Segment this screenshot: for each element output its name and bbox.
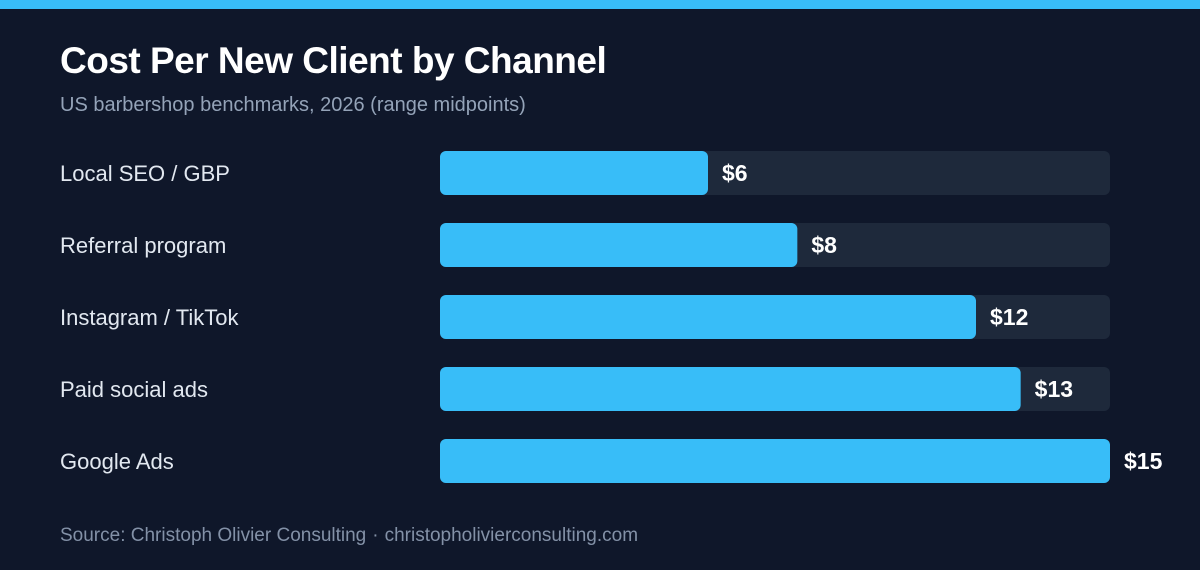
- data-label: $6: [722, 160, 748, 186]
- category-label: Instagram / TikTok: [60, 305, 240, 330]
- data-label: $13: [1035, 376, 1073, 402]
- bar: [440, 151, 708, 195]
- source-name: Source: Christoph Olivier Consulting: [60, 525, 367, 546]
- chart-title: Cost Per New Client by Channel: [60, 40, 607, 81]
- category-label: Paid social ads: [60, 377, 208, 402]
- category-label: Google Ads: [60, 449, 174, 474]
- top-accent-bar: [0, 0, 1200, 9]
- source-url[interactable]: christopholivierconsulting.com: [384, 525, 639, 546]
- data-label: $15: [1124, 448, 1163, 474]
- chart-subtitle: US barbershop benchmarks, 2026 (range mi…: [60, 94, 526, 116]
- data-label: $12: [990, 304, 1028, 330]
- bar: [440, 295, 976, 339]
- bar: [440, 439, 1110, 483]
- category-label: Local SEO / GBP: [60, 161, 230, 186]
- source-separator: ·: [372, 525, 379, 546]
- category-label: Referral program: [60, 233, 226, 258]
- bar: [440, 223, 798, 267]
- data-label: $8: [811, 232, 837, 258]
- bar: [440, 367, 1021, 411]
- source-footer: Source: Christoph Olivier Consulting · chr…: [60, 525, 638, 547]
